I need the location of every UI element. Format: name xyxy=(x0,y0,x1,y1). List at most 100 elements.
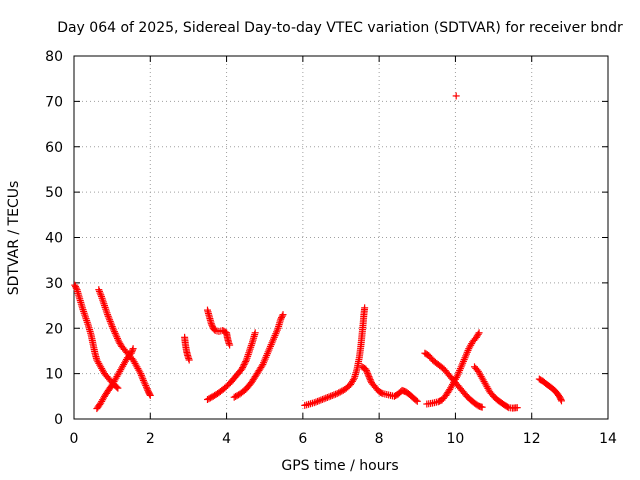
data-point xyxy=(310,399,318,407)
y-tick-label: 50 xyxy=(45,185,63,201)
data-point xyxy=(129,345,137,353)
data-point xyxy=(245,347,253,355)
data-point xyxy=(315,397,323,405)
data-point xyxy=(314,397,322,405)
x-tick-label: 10 xyxy=(447,431,465,447)
data-point xyxy=(279,311,287,319)
data-point xyxy=(320,395,328,403)
x-tick-label: 0 xyxy=(70,431,79,447)
data-point xyxy=(113,334,121,342)
data-point xyxy=(142,383,150,391)
data-point xyxy=(248,340,256,348)
data-point xyxy=(95,287,103,295)
data-point xyxy=(112,331,120,339)
y-tick-label: 60 xyxy=(45,140,63,156)
y-tick-label: 10 xyxy=(45,367,63,383)
data-point xyxy=(312,398,320,406)
data-point xyxy=(104,312,112,320)
data-point xyxy=(258,362,266,370)
data-point xyxy=(362,365,370,373)
x-tick-label: 12 xyxy=(523,431,541,447)
y-tick-label: 80 xyxy=(45,49,63,65)
data-point xyxy=(322,394,330,402)
data-point xyxy=(108,323,116,331)
data-point xyxy=(328,392,336,400)
data-point xyxy=(240,361,248,369)
data-point xyxy=(246,345,254,353)
data-point xyxy=(363,368,371,376)
y-tick-label: 20 xyxy=(45,321,63,337)
data-point xyxy=(101,302,109,310)
data-point xyxy=(364,371,372,379)
data-point xyxy=(365,373,373,381)
data-point xyxy=(557,397,565,405)
data-point xyxy=(277,314,285,322)
plot-frame xyxy=(73,55,609,420)
data-point xyxy=(140,378,148,386)
y-tick-label: 0 xyxy=(54,412,63,428)
data-point xyxy=(101,303,109,311)
data-point xyxy=(318,395,326,403)
data-point xyxy=(114,384,122,392)
data-point xyxy=(100,300,108,308)
data-point xyxy=(102,305,110,313)
data-point xyxy=(83,318,91,326)
data-point xyxy=(364,370,372,378)
data-point xyxy=(349,376,357,384)
data-point xyxy=(104,311,112,319)
data-point xyxy=(128,348,136,356)
data-point xyxy=(277,315,285,323)
data-point xyxy=(378,389,386,397)
data-point xyxy=(413,397,421,405)
data-point xyxy=(81,311,89,319)
data-point xyxy=(105,314,113,322)
x-tick-label: 4 xyxy=(222,431,231,447)
data-point xyxy=(323,393,331,401)
y-tick-labels: 0 10 20 30 40 50 60 70 80 xyxy=(45,49,63,428)
data-point xyxy=(361,304,369,312)
data-point xyxy=(247,343,255,351)
data-point xyxy=(362,367,370,375)
data-point xyxy=(95,286,103,294)
data-point xyxy=(146,391,154,399)
data-point xyxy=(239,364,247,372)
data-point xyxy=(504,403,512,411)
data-point xyxy=(78,304,86,312)
data-point xyxy=(146,390,154,398)
data-point xyxy=(207,320,215,328)
data-point xyxy=(114,336,122,344)
data-point xyxy=(80,309,88,317)
data-point xyxy=(71,281,79,289)
data-point xyxy=(97,291,105,299)
data-point xyxy=(84,320,92,328)
data-point xyxy=(278,312,286,320)
x-tick-label: 8 xyxy=(375,431,384,447)
data-point xyxy=(111,329,119,337)
data-point xyxy=(81,313,89,321)
x-tick-labels: 0 2 4 6 8 10 12 14 xyxy=(70,431,617,447)
data-point xyxy=(113,383,121,391)
data-point xyxy=(327,392,335,400)
data-point xyxy=(251,329,259,337)
data-point xyxy=(366,374,374,382)
data-point xyxy=(245,349,253,357)
data-point xyxy=(137,370,145,378)
data-point xyxy=(72,283,80,291)
x-tick-label: 14 xyxy=(599,431,617,447)
data-point xyxy=(317,396,325,404)
data-point xyxy=(452,374,460,382)
data-point xyxy=(330,391,338,399)
data-point xyxy=(336,388,344,396)
data-point xyxy=(332,390,340,398)
y-axis-label: SDTVAR / TECUs xyxy=(6,181,22,296)
data-point xyxy=(513,404,521,412)
data-point xyxy=(137,371,145,379)
data-point xyxy=(139,375,147,383)
data-point xyxy=(83,317,91,325)
data-point xyxy=(474,330,482,338)
data-point xyxy=(242,358,250,366)
x-tick-label: 6 xyxy=(298,431,307,447)
data-point xyxy=(185,356,193,364)
y-tick-label: 40 xyxy=(45,231,63,247)
